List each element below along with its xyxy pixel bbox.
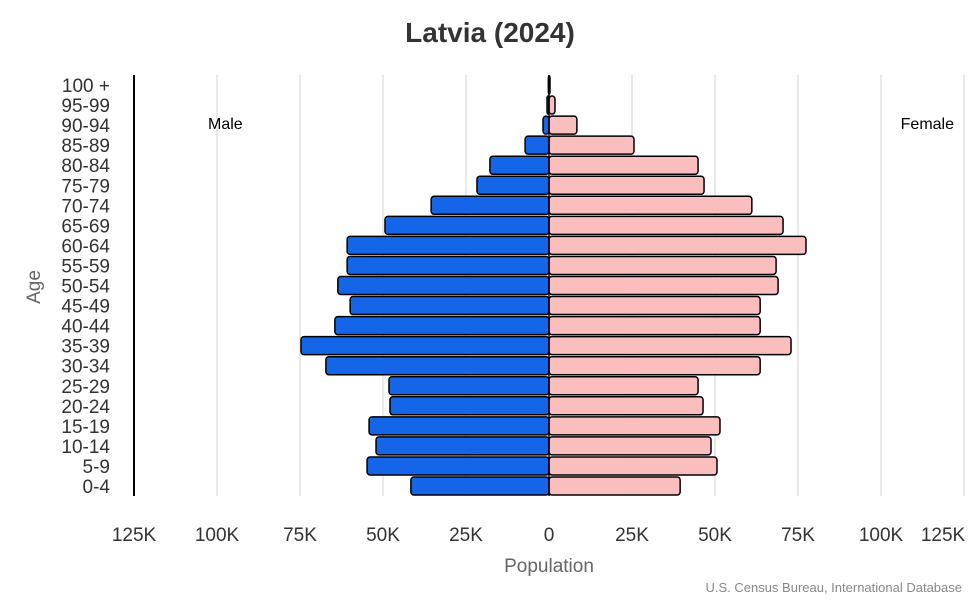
chart-title: Latvia (2024) bbox=[405, 17, 575, 48]
bar-female-30-34 bbox=[548, 355, 761, 376]
bar-female-5-9 bbox=[548, 456, 718, 476]
x-tick-label: 75K bbox=[781, 525, 815, 546]
bar-male-50-54 bbox=[337, 275, 550, 296]
y-tick-label: 35-39 bbox=[61, 337, 110, 358]
x-tick-label: 0 bbox=[544, 525, 555, 546]
bar-male-15-19 bbox=[368, 416, 550, 436]
bar-male-85-89 bbox=[524, 135, 550, 155]
bar-female-95-99 bbox=[548, 95, 556, 115]
x-tick-label: 125K bbox=[112, 525, 157, 546]
x-tick-label: 25K bbox=[449, 525, 483, 546]
bar-female-15-19 bbox=[548, 416, 721, 436]
bar-male-65-69 bbox=[384, 215, 550, 236]
y-tick-label: 85-89 bbox=[61, 136, 110, 157]
x-tick-labels: 125K 100K 75K 50K 25K 0 25K 50K 75K 100K 125K bbox=[112, 525, 966, 546]
y-tick-label: 5-9 bbox=[83, 457, 110, 478]
y-tick-label: 90-94 bbox=[61, 116, 110, 137]
bar-female-40-44 bbox=[548, 315, 761, 336]
bar-male-60-64 bbox=[346, 235, 550, 256]
x-tick-label: 125K bbox=[921, 525, 966, 546]
bar-female-85-89 bbox=[548, 135, 635, 155]
x-tick-label: 75K bbox=[283, 525, 317, 546]
bar-female-20-24 bbox=[548, 396, 704, 416]
legend-female: Female bbox=[901, 116, 954, 133]
y-tick-label: 45-49 bbox=[61, 297, 110, 318]
y-tick-label: 30-34 bbox=[61, 357, 110, 378]
bar-male-90-94 bbox=[542, 115, 550, 135]
y-tick-label: 0-4 bbox=[83, 477, 111, 498]
bar-male-0-4 bbox=[410, 476, 550, 496]
x-tick-label: 100K bbox=[859, 525, 904, 546]
y-tick-label: 40-44 bbox=[61, 317, 110, 338]
y-tick-label: 20-24 bbox=[61, 397, 110, 418]
bar-male-80-84 bbox=[489, 155, 550, 175]
bar-female-80-84 bbox=[548, 155, 699, 175]
legend-male: Male bbox=[208, 116, 243, 133]
y-tick-label: 50-54 bbox=[61, 277, 110, 298]
bar-female-60-64 bbox=[548, 235, 807, 256]
bar-female-45-49 bbox=[548, 295, 761, 316]
y-tick-label: 25-29 bbox=[61, 377, 110, 398]
bar-male-55-59 bbox=[346, 255, 550, 276]
bar-male-25-29 bbox=[388, 376, 550, 396]
y-tick-label: 15-19 bbox=[61, 417, 110, 438]
bar-male-20-24 bbox=[389, 396, 550, 416]
x-tick-label: 25K bbox=[615, 525, 649, 546]
bar-male-70-74 bbox=[430, 195, 550, 216]
bar-male-10-14 bbox=[375, 436, 550, 456]
y-tick-label: 95-99 bbox=[61, 96, 110, 117]
y-tick-label: 55-59 bbox=[61, 256, 110, 277]
bar-female-65-69 bbox=[548, 215, 784, 236]
bar-male-35-39 bbox=[300, 335, 550, 356]
y-tick-label: 100 + bbox=[62, 76, 110, 97]
y-axis-title: Age bbox=[24, 270, 45, 304]
bar-female-0-4 bbox=[548, 476, 681, 496]
bar-female-70-74 bbox=[548, 195, 753, 216]
y-tick-label: 60-64 bbox=[61, 236, 110, 257]
bar-female-75-79 bbox=[548, 175, 705, 195]
y-tick-label: 10-14 bbox=[61, 437, 110, 458]
y-tick-label: 80-84 bbox=[61, 156, 110, 177]
bar-female-90-94 bbox=[548, 115, 578, 135]
source-caption: U.S. Census Bureau, International Databa… bbox=[705, 580, 962, 595]
bar-female-35-39 bbox=[548, 335, 792, 356]
x-axis-title: Population bbox=[504, 556, 594, 577]
bar-male-45-49 bbox=[349, 295, 550, 316]
y-tick-label: 70-74 bbox=[61, 196, 110, 217]
bar-male-40-44 bbox=[334, 315, 550, 336]
y-tick-label: 65-69 bbox=[61, 216, 110, 237]
bar-female-25-29 bbox=[548, 376, 699, 396]
y-tick-labels: 0-45-910-1415-1920-2425-2930-3435-3940-4… bbox=[61, 76, 110, 498]
bars bbox=[300, 75, 807, 496]
bar-male-5-9 bbox=[366, 456, 550, 476]
x-tick-label: 100K bbox=[195, 525, 240, 546]
bar-male-30-34 bbox=[325, 355, 550, 376]
bar-female-50-54 bbox=[548, 275, 779, 296]
x-tick-label: 50K bbox=[698, 525, 732, 546]
bar-female-55-59 bbox=[548, 255, 777, 276]
x-tick-label: 50K bbox=[366, 525, 400, 546]
bar-male-75-79 bbox=[476, 175, 550, 195]
bar-female-10-14 bbox=[548, 436, 712, 456]
y-tick-label: 75-79 bbox=[61, 176, 110, 197]
